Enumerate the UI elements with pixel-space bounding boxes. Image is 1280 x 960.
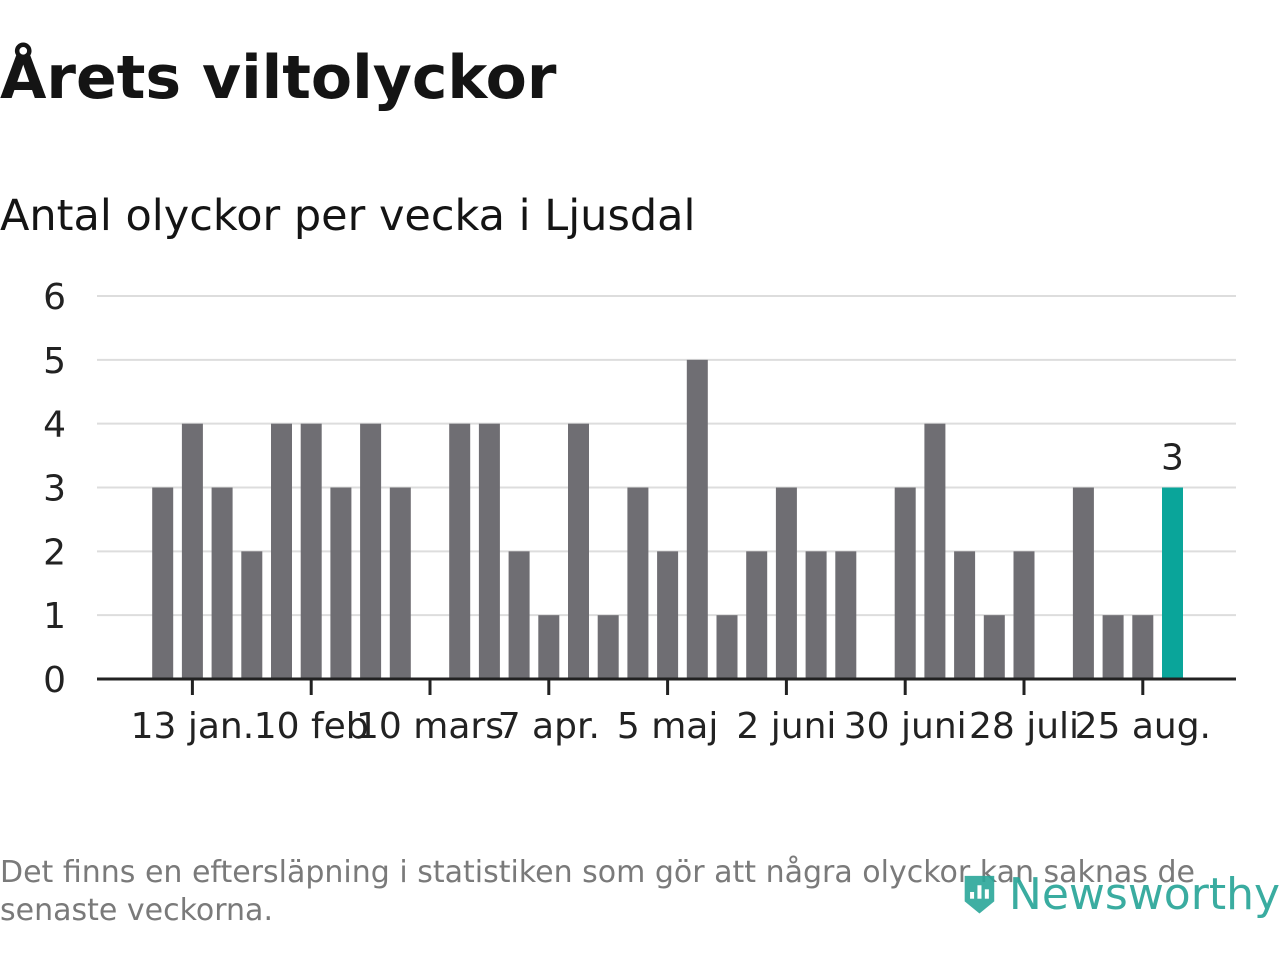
bar-week-4 xyxy=(211,487,233,679)
y-tick-label-0: 0 xyxy=(43,660,66,701)
bar-week-20 xyxy=(686,359,708,679)
x-tick-label-5: 2 juni xyxy=(736,706,836,747)
bar-week-8 xyxy=(330,487,352,679)
bar-week-33 xyxy=(1072,487,1094,679)
bar-week-13 xyxy=(478,423,500,679)
x-tick-label-0: 13 jan. xyxy=(131,706,255,747)
bar-week-35 xyxy=(1132,615,1154,679)
x-tick-label-8: 25 aug. xyxy=(1075,706,1211,747)
bar-week-30 xyxy=(983,615,1005,679)
x-tick-label-2: 10 mars xyxy=(356,706,504,747)
bar-layer xyxy=(152,359,1183,679)
footnote: Det finns en eftersläpning i statistiken… xyxy=(0,855,1195,928)
bar-week-2 xyxy=(152,487,174,679)
bar-week-19 xyxy=(657,551,679,679)
bar-week-29 xyxy=(954,551,976,679)
bar-week-22 xyxy=(746,551,768,679)
y-tick-label-6: 6 xyxy=(43,277,66,318)
bar-week-24 xyxy=(805,551,827,679)
bar-week-18 xyxy=(627,487,649,679)
y-tick-label-3: 3 xyxy=(43,469,66,510)
bar-week-36 xyxy=(1162,487,1183,679)
newsworthy-logo: Newsworthy xyxy=(962,858,1280,930)
bar-week-12 xyxy=(449,423,471,679)
x-tick-label-3: 7 apr. xyxy=(498,706,600,747)
chart-title: Årets viltolyckor xyxy=(0,43,557,113)
bar-week-10 xyxy=(389,487,411,679)
newsworthy-logo-text: Newsworthy xyxy=(1008,868,1280,920)
bar-week-23 xyxy=(775,487,797,679)
bar-week-25 xyxy=(835,551,857,679)
x-tick-label-6: 30 juni xyxy=(844,706,967,747)
bar-week-3 xyxy=(181,423,203,679)
y-tick-label-2: 2 xyxy=(43,532,66,573)
bar-week-16 xyxy=(568,423,589,679)
bar-week-17 xyxy=(597,615,619,679)
data-label-week-36: 3 xyxy=(1161,438,1184,479)
bar-week-21 xyxy=(716,615,738,679)
y-tick-label-5: 5 xyxy=(43,341,66,382)
newsworthy-logo-icon xyxy=(964,875,995,914)
bar-week-7 xyxy=(300,423,322,679)
bar-week-28 xyxy=(924,423,946,679)
x-tick-label-4: 5 maj xyxy=(617,706,718,747)
bar-week-6 xyxy=(271,423,292,679)
y-tick-label-4: 4 xyxy=(43,405,66,446)
bar-week-31 xyxy=(1013,551,1035,679)
bar-week-34 xyxy=(1102,615,1124,679)
chart-subtitle: Antal olyckor per vecka i Ljusdal xyxy=(0,191,696,241)
bar-week-9 xyxy=(360,423,382,679)
bar-week-14 xyxy=(508,551,530,679)
bar-week-5 xyxy=(241,551,263,679)
y-tick-label-1: 1 xyxy=(43,596,66,637)
bar-week-15 xyxy=(538,615,560,679)
x-tick-label-7: 28 juli xyxy=(969,706,1079,747)
axis-layer xyxy=(97,677,1236,695)
bar-week-27 xyxy=(894,487,916,679)
x-tick-label-1: 10 feb xyxy=(254,706,369,747)
